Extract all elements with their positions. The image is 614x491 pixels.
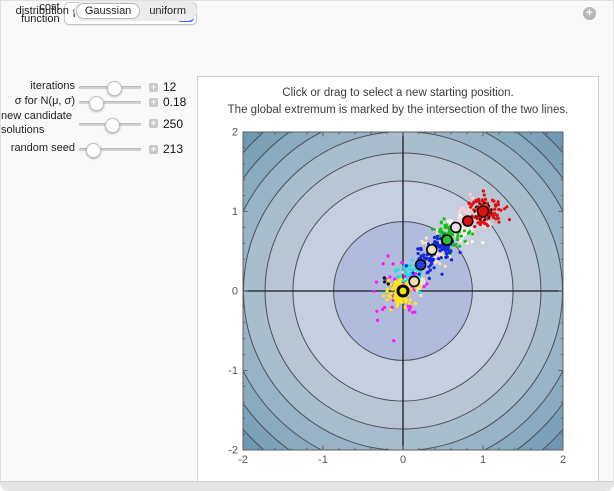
iterations-label: iterations: [30, 80, 75, 93]
start-position-marker[interactable]: [476, 205, 490, 218]
svg-text:2: 2: [232, 127, 238, 139]
slider-thumb[interactable]: [86, 143, 102, 158]
plus-circle-icon: +: [586, 6, 593, 19]
distribution-row: distribution Gaussian uniform: [1, 1, 197, 21]
ticks: [242, 131, 564, 451]
iteration-best-marker: [408, 275, 420, 288]
slider-thumb[interactable]: [107, 81, 123, 96]
tick-labels: -2 -1 0 1 2 -2 -1 0 1 2: [228, 127, 566, 467]
plot-title-line1: Click or drag to select a new starting p…: [282, 87, 514, 99]
slider-thumb[interactable]: [88, 96, 104, 111]
candidates-label: new candidate solutions: [1, 110, 72, 136]
manipulate-expand-button[interactable]: +: [583, 7, 596, 20]
iteration-best-marker: [426, 243, 438, 256]
slider-track[interactable]: [79, 148, 141, 151]
plot-title-line2: The global extremum is marked by the int…: [227, 104, 569, 116]
plot-panel: Click or drag to select a new starting p…: [197, 76, 599, 484]
iteration-best-marker: [450, 221, 462, 234]
svg-text:0: 0: [400, 454, 406, 466]
candidates-slider[interactable]: [79, 117, 141, 133]
candidate-cluster: [382, 276, 390, 286]
seed-slider[interactable]: [79, 142, 141, 158]
svg-text:-2: -2: [238, 454, 248, 466]
expand-stepper-icon[interactable]: +: [149, 118, 158, 129]
plot-area[interactable]: [206, 117, 596, 477]
iteration-best-marker: [461, 215, 474, 227]
svg-text:-2: -2: [228, 445, 238, 457]
iteration-best-marker: [414, 258, 427, 271]
seed-label: random seed: [10, 142, 75, 155]
sigma-value: 0.18: [163, 95, 187, 109]
expand-stepper-icon[interactable]: +: [149, 81, 158, 92]
expand-stepper-icon[interactable]: +: [149, 143, 158, 154]
contour-plot[interactable]: -2 -1 0 1 2 -2 -1 0 1 2: [206, 117, 596, 477]
sigma-label: σ for N(μ, σ): [14, 95, 75, 108]
iteration-best-marker: [441, 234, 453, 246]
seed-slider-row: random seed + 213: [1, 142, 184, 158]
sigma-slider[interactable]: [79, 95, 141, 111]
distribution-option-uniform[interactable]: uniform: [149, 5, 186, 17]
svg-text:-1: -1: [228, 365, 238, 377]
iterations-slider[interactable]: [79, 80, 141, 96]
distribution-option-gaussian[interactable]: Gaussian: [75, 3, 141, 19]
seed-value: 213: [163, 142, 184, 156]
svg-text:0: 0: [232, 286, 238, 298]
slider-thumb[interactable]: [105, 117, 121, 133]
start-position-ring: [473, 202, 493, 221]
iterations-slider-row: iterations + 12: [1, 80, 177, 96]
cost-function-label: cost function: [21, 1, 60, 25]
svg-text:1: 1: [232, 206, 238, 218]
distribution-label: distribution: [15, 5, 69, 17]
window-bottom-edge: [1, 481, 613, 490]
svg-text:2: 2: [560, 454, 566, 466]
iterations-value: 12: [163, 80, 177, 94]
slider-track[interactable]: [79, 101, 141, 104]
sigma-slider-row: σ for N(μ, σ) + 0.18: [1, 95, 187, 111]
expand-stepper-icon[interactable]: +: [149, 96, 158, 107]
svg-text:-1: -1: [318, 454, 328, 466]
svg-text:1: 1: [480, 454, 486, 466]
distribution-segmented-control: Gaussian uniform: [73, 1, 197, 21]
candidates-slider-row: new candidate solutions + 250: [1, 110, 183, 138]
candidates-value: 250: [163, 116, 184, 131]
final-best-marker: [396, 284, 410, 298]
